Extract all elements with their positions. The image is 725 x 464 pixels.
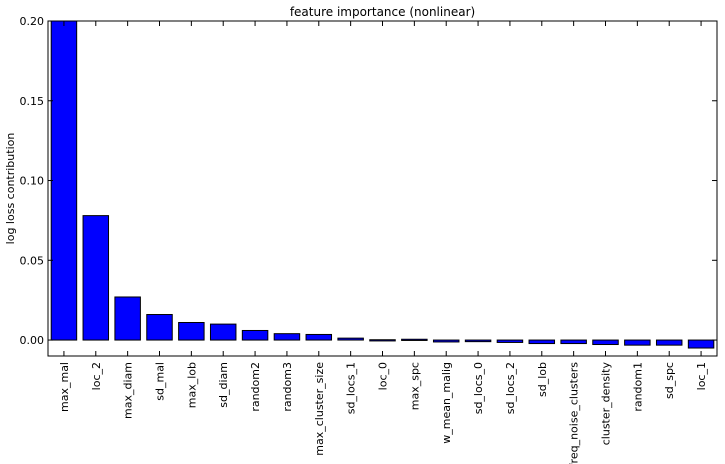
x-tick-label-max_spc: max_spc	[408, 362, 421, 410]
bar-sd_locs_0	[464, 339, 492, 343]
x-tick-label-random3: random3	[281, 362, 294, 412]
plot-frame	[47, 20, 718, 357]
bar-random3	[273, 333, 301, 341]
y-ticks-group: 0.00 0.05 0.10 0.15 0.20	[20, 15, 717, 347]
y-tick-label: 0.05	[20, 254, 45, 267]
bar-sd_locs_2	[496, 339, 524, 343]
bar-max_lob	[178, 322, 205, 341]
bar-cluster_density	[592, 339, 619, 346]
y-tick-label: 0.10	[20, 175, 45, 188]
bar-w_mean_malig	[432, 339, 460, 343]
x-tick-label-loc_2: loc_2	[90, 362, 103, 390]
x-tick-label-sd_locs_1: sd_locs_1	[345, 362, 358, 414]
bar-sd_mal	[146, 314, 173, 341]
bar-random2	[241, 329, 269, 341]
x-tick-label-sd_spc: sd_spc	[663, 362, 676, 399]
y-tick-label: 0.20	[20, 15, 45, 28]
axes-group	[47, 20, 718, 357]
bars-group	[50, 20, 715, 349]
x-tick-label-sd_locs_0: sd_locs_0	[472, 362, 485, 414]
bar-sd_diam	[209, 323, 237, 341]
bar-max_cluster_size	[305, 333, 333, 341]
x-tick-label-random2: random2	[249, 362, 262, 412]
bar-max_mal	[50, 20, 78, 341]
bar-loc_1	[687, 339, 715, 349]
x-tick-label-sd_locs_2: sd_locs_2	[504, 362, 517, 414]
x-tick-label-sd_mal: sd_mal	[154, 362, 167, 401]
bar-loc_0	[369, 339, 396, 342]
bar-random1	[624, 339, 651, 346]
bar-loc_2	[82, 215, 110, 341]
bar-max_spc	[401, 338, 428, 341]
x-tick-label-max_cluster_size: max_cluster_size	[313, 362, 326, 456]
bar-max_diam	[114, 296, 141, 341]
x-tick-label-max_lob: max_lob	[185, 362, 198, 408]
y-tick-label: 0.15	[20, 95, 45, 108]
chart-title: feature importance (nonlinear)	[290, 5, 475, 19]
x-tick-label-max_diam: max_diam	[122, 362, 135, 419]
x-tick-label-cluster_density: cluster_density	[600, 362, 613, 446]
y-tick-label: 0.00	[20, 334, 45, 347]
x-tick-label-random1: random1	[631, 362, 644, 412]
x-tick-label-loc_0: loc_0	[377, 362, 390, 390]
x-tick-label-sd_diam: sd_diam	[217, 362, 230, 408]
bar-sd_lob	[528, 339, 556, 345]
bar-freq_noise_clusters	[560, 339, 587, 345]
x-tick-label-sd_lob: sd_lob	[536, 362, 549, 397]
bar-sd_locs_1	[337, 337, 364, 341]
x-ticks-group: max_mal loc_2 max_diam sd_mal max_lob sd_diam…	[58, 21, 708, 464]
x-tick-label-freq_noise_clusters: freq_noise_clusters	[568, 362, 581, 464]
x-tick-label-w_mean_malig: w_mean_malig	[440, 362, 453, 444]
y-axis-label: log loss contribution	[4, 133, 17, 245]
x-tick-label-max_mal: max_mal	[58, 362, 71, 412]
x-tick-label-loc_1: loc_1	[695, 362, 708, 390]
bar-sd_spc	[655, 339, 683, 346]
